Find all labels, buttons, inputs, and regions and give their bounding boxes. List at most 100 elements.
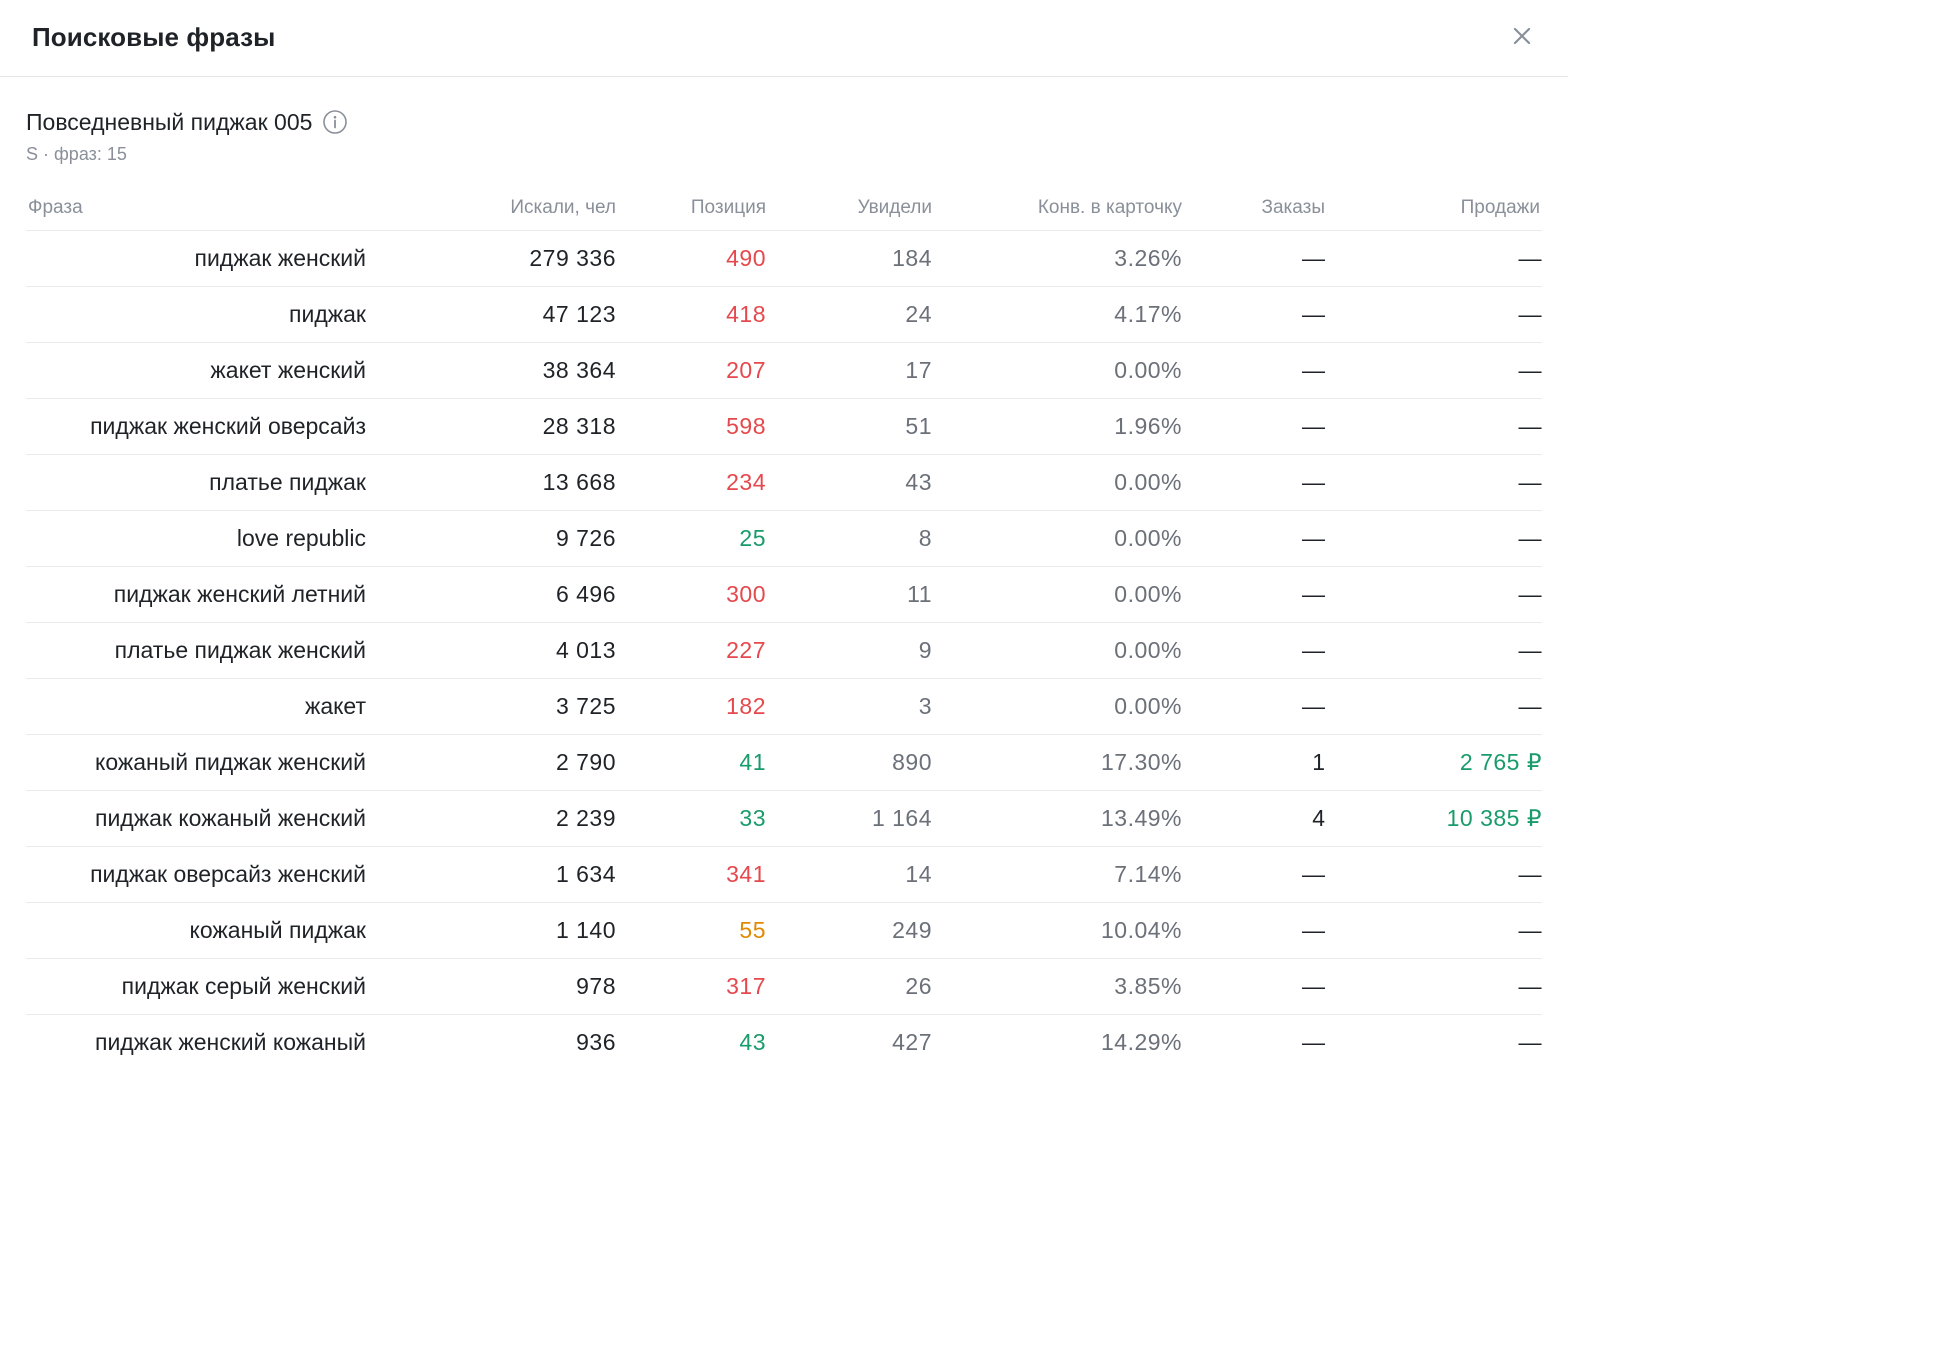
- column-header-orders[interactable]: Заказы: [1182, 186, 1325, 231]
- seen-cell: 26: [766, 958, 932, 1015]
- phrase-cell: платье пиджак: [26, 454, 366, 511]
- phrase-cell: платье пиджак женский: [26, 622, 366, 679]
- conversion-cell: 14.29%: [1100, 1029, 1182, 1055]
- seen-cell: 43: [766, 454, 932, 511]
- close-icon: [1513, 27, 1531, 45]
- position-cell: 43: [739, 1029, 766, 1055]
- orders-cell: —: [1182, 286, 1325, 343]
- phrase-cell: пиджак женский кожаный: [95, 1029, 366, 1055]
- orders-cell: —: [1182, 902, 1325, 959]
- table-row[interactable]: пиджак женский оверсайз 28 318 598 51 1.96% —…: [26, 398, 1542, 455]
- position-cell: 418: [616, 286, 766, 343]
- searched-cell: 936: [576, 1029, 616, 1055]
- sales-cell: —: [1325, 342, 1542, 399]
- product-subtitle: S · фраз: 15: [26, 144, 127, 164]
- conversion-cell: 0.00%: [932, 566, 1182, 623]
- sales-cell: —: [1325, 622, 1542, 679]
- table-row[interactable]: пиджак серый женский 978 317 26 3.85% — —: [26, 958, 1542, 1015]
- column-header-position[interactable]: Позиция: [616, 186, 766, 231]
- table-row[interactable]: пиджак женский 279 336 490 184 3.26% — —: [26, 230, 1542, 287]
- phrases-table: Фраза Искали, чел Позиция Увидели Конв. …: [26, 186, 1542, 1070]
- table-row[interactable]: жакет 3 725 182 3 0.00% — —: [26, 678, 1542, 735]
- sales-cell: —: [1325, 398, 1542, 455]
- phrase-cell: пиджак: [26, 286, 366, 343]
- product-title: Повседневный пиджак 005: [26, 108, 313, 135]
- phrase-cell: пиджак женский: [26, 230, 366, 287]
- orders-cell: —: [1182, 846, 1325, 903]
- searched-cell: 1 140: [366, 902, 616, 959]
- column-header-conversion[interactable]: Конв. в карточку: [932, 186, 1182, 231]
- sales-cell: —: [1325, 678, 1542, 735]
- seen-cell: 890: [766, 734, 932, 791]
- searched-cell: 9 726: [366, 510, 616, 567]
- seen-cell: 17: [766, 342, 932, 399]
- table-row[interactable]: платье пиджак 13 668 234 43 0.00% — —: [26, 454, 1542, 511]
- table-row[interactable]: пиджак оверсайз женский 1 634 341 14 7.14% — —: [26, 846, 1542, 903]
- searched-cell: 1 634: [366, 846, 616, 903]
- searched-cell: 38 364: [366, 342, 616, 399]
- conversion-cell: 3.26%: [932, 230, 1182, 287]
- table-row[interactable]: жакет женский 38 364 207 17 0.00% — —: [26, 342, 1542, 399]
- conversion-cell: 4.17%: [932, 286, 1182, 343]
- seen-cell: 1 164: [766, 790, 932, 847]
- product-info: Повседневный пиджак 005 S · фраз: 15: [26, 106, 348, 165]
- searched-cell: 4 013: [366, 622, 616, 679]
- searched-cell: 47 123: [366, 286, 616, 343]
- sales-cell: —: [1325, 230, 1542, 287]
- conversion-cell: 0.00%: [932, 510, 1182, 567]
- column-header-phrase[interactable]: Фраза: [26, 186, 366, 231]
- conversion-cell: 13.49%: [932, 790, 1182, 847]
- orders-cell: —: [1182, 398, 1325, 455]
- position-cell: 598: [616, 398, 766, 455]
- position-cell: 341: [616, 846, 766, 903]
- search-phrases-modal: Поисковые фразы Повседневный пиджак 005 …: [0, 0, 1568, 1070]
- position-cell: 490: [616, 230, 766, 287]
- table-body: пиджак женский 279 336 490 184 3.26% — — пиджак…: [26, 230, 1542, 1071]
- conversion-cell: 0.00%: [932, 678, 1182, 735]
- column-header-seen[interactable]: Увидели: [766, 186, 932, 231]
- orders-cell: —: [1182, 342, 1325, 399]
- position-cell: 25: [616, 510, 766, 567]
- position-cell: 227: [616, 622, 766, 679]
- phrase-cell: жакет: [26, 678, 366, 735]
- orders-cell: —: [1182, 230, 1325, 287]
- seen-cell: 427: [892, 1029, 932, 1055]
- phrase-cell: кожаный пиджак женский: [26, 734, 366, 791]
- column-header-searched[interactable]: Искали, чел: [366, 186, 616, 231]
- searched-cell: 28 318: [366, 398, 616, 455]
- table-row[interactable]: платье пиджак женский 4 013 227 9 0.00% — —: [26, 622, 1542, 679]
- table-row[interactable]: кожаный пиджак 1 140 55 249 10.04% — —: [26, 902, 1542, 959]
- position-cell: 55: [616, 902, 766, 959]
- searched-cell: 6 496: [366, 566, 616, 623]
- table-row[interactable]: пиджак женский летний 6 496 300 11 0.00% — —: [26, 566, 1542, 623]
- close-button[interactable]: [1506, 20, 1538, 52]
- seen-cell: 184: [766, 230, 932, 287]
- orders-cell: —: [1182, 510, 1325, 567]
- seen-cell: 8: [766, 510, 932, 567]
- table-row[interactable]: love republic 9 726 25 8 0.00% — —: [26, 510, 1542, 567]
- conversion-cell: 3.85%: [932, 958, 1182, 1015]
- conversion-cell: 0.00%: [932, 622, 1182, 679]
- seen-cell: 3: [766, 678, 932, 735]
- modal-header: Поисковые фразы: [0, 0, 1568, 77]
- sales-cell: —: [1518, 1029, 1542, 1055]
- info-icon[interactable]: [322, 109, 348, 135]
- table-row[interactable]: пиджак 47 123 418 24 4.17% — —: [26, 286, 1542, 343]
- searched-cell: 13 668: [366, 454, 616, 511]
- position-cell: 207: [616, 342, 766, 399]
- searched-cell: 978: [366, 958, 616, 1015]
- column-header-sales[interactable]: Продажи: [1325, 186, 1542, 231]
- position-cell: 300: [616, 566, 766, 623]
- sales-cell: —: [1325, 566, 1542, 623]
- orders-cell: —: [1182, 678, 1325, 735]
- searched-cell: 3 725: [366, 678, 616, 735]
- table-row[interactable]: пиджак кожаный женский 2 239 33 1 164 13.49%…: [26, 790, 1542, 847]
- position-cell: 182: [616, 678, 766, 735]
- phrase-cell: жакет женский: [26, 342, 366, 399]
- table-row[interactable]: кожаный пиджак женский 2 790 41 890 17.30% 1 2…: [26, 734, 1542, 791]
- seen-cell: 249: [766, 902, 932, 959]
- seen-cell: 9: [766, 622, 932, 679]
- table-row[interactable]: пиджак женский кожаный 936 43 427 14.29% — —: [26, 1015, 1542, 1071]
- searched-cell: 2 790: [366, 734, 616, 791]
- orders-cell: —: [1182, 454, 1325, 511]
